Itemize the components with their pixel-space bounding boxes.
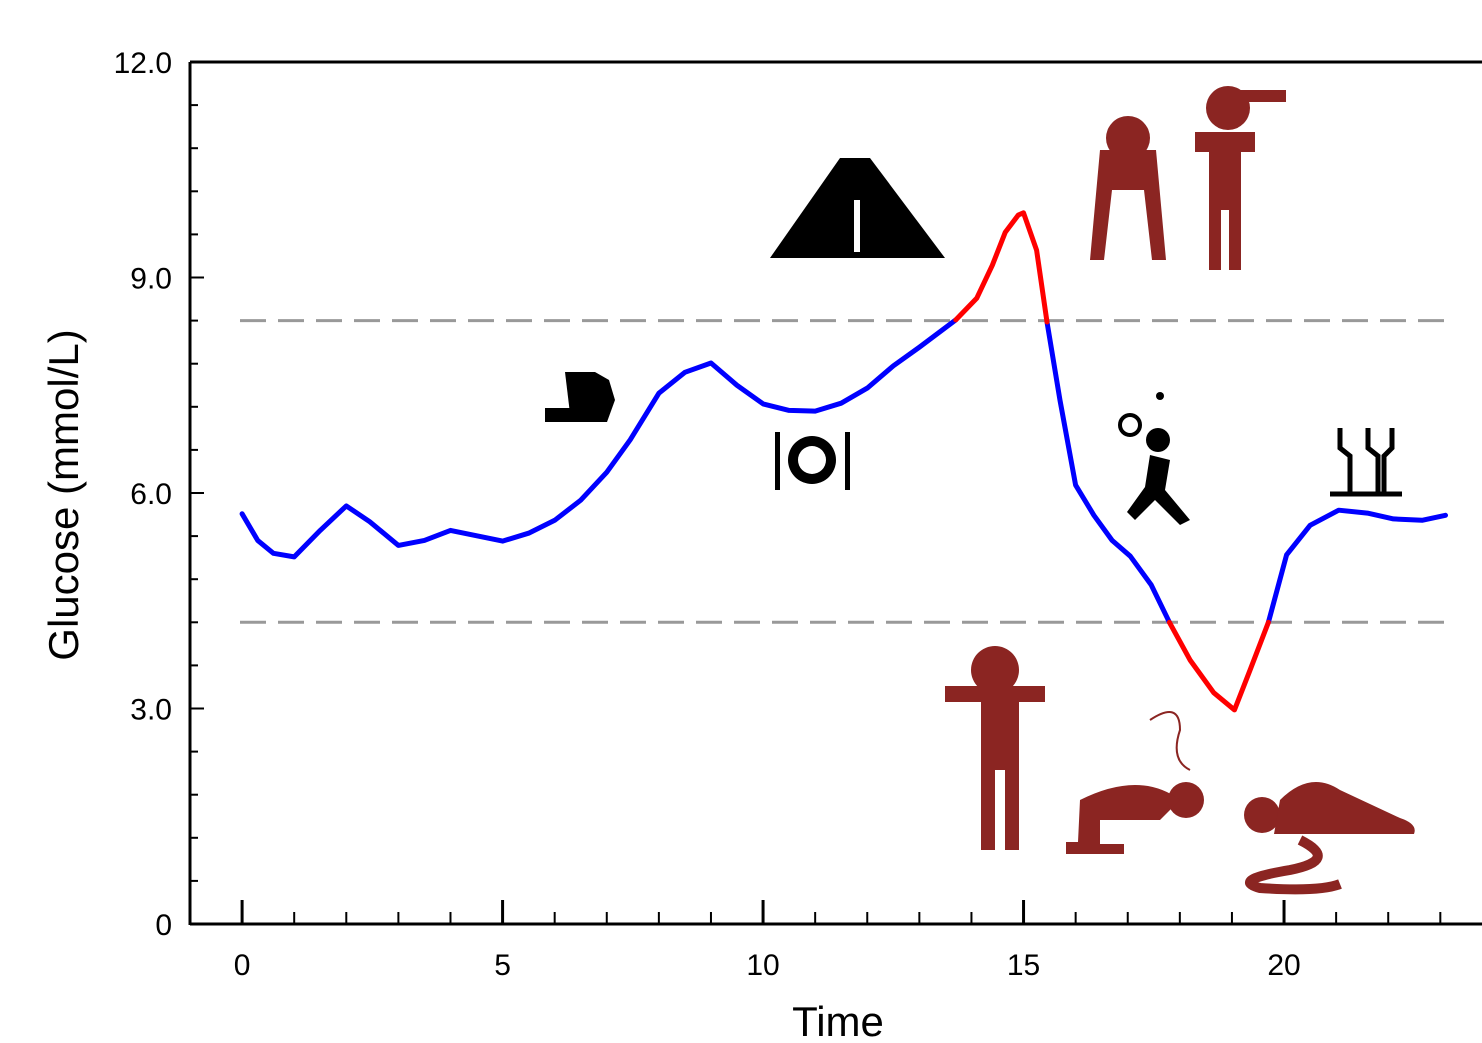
icon-headache-person <box>945 646 1045 850</box>
icon-fallen-person <box>1244 782 1415 889</box>
glucose-line <box>242 320 1445 622</box>
x-axis-label: Time <box>792 998 884 1043</box>
y-axis-label: Glucose (mmol/L) <box>40 329 87 660</box>
x-tick-label: 15 <box>1007 949 1040 982</box>
y-tick-label: 0 <box>155 909 172 942</box>
icon-tennis <box>1120 392 1190 525</box>
y-tick-label: 6.0 <box>130 478 172 511</box>
icon-plate <box>775 432 850 490</box>
glucose-line <box>956 213 1269 710</box>
x-tick-label: 20 <box>1267 949 1300 982</box>
icon-sick-person <box>1090 86 1286 270</box>
y-tick-label: 9.0 <box>130 263 172 296</box>
chart: Time Glucose (mmol/L) 0 3.0 6.0 9.0 12.0 0 5 10… <box>0 0 1482 1043</box>
icon-dizzy-person <box>1066 712 1204 854</box>
icon-kettle <box>545 372 615 422</box>
x-tick-label: 0 <box>234 949 251 982</box>
x-tick-label: 10 <box>746 949 779 982</box>
icon-wine <box>1330 428 1402 494</box>
y-tick-label: 12.0 <box>114 47 172 80</box>
x-tick-label: 5 <box>494 949 511 982</box>
y-tick-label: 3.0 <box>130 694 172 727</box>
icon-traffic <box>770 158 945 258</box>
